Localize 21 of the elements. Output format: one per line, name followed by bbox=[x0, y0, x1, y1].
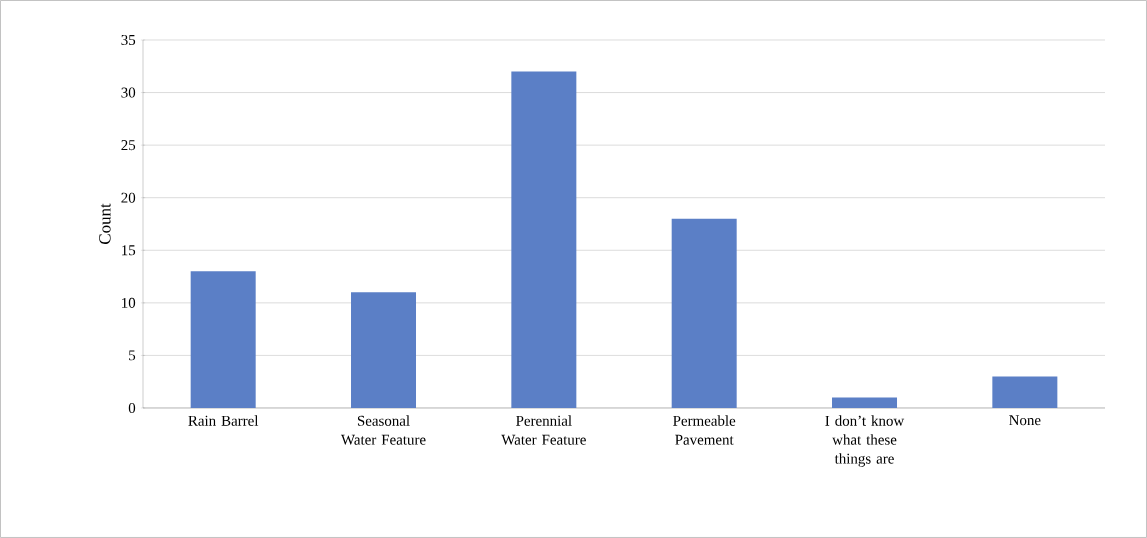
bar bbox=[832, 397, 898, 408]
y-axis-title: Count bbox=[99, 203, 111, 244]
y-tick-label: 35 bbox=[121, 34, 136, 45]
x-tick-label: Rain Barrel bbox=[188, 415, 259, 426]
y-tick-label: 0 bbox=[128, 402, 136, 414]
y-tick-label: 30 bbox=[121, 87, 136, 98]
x-tick-label: None bbox=[1009, 415, 1041, 426]
y-tick-label: 5 bbox=[129, 350, 136, 361]
y-tick-label: 15 bbox=[122, 245, 136, 256]
x-tick-label: Permeable Pavement bbox=[673, 415, 736, 445]
bar bbox=[190, 271, 256, 408]
x-tick-label: Seasonal Water Feature bbox=[340, 415, 426, 445]
bar bbox=[511, 71, 577, 408]
bar bbox=[351, 292, 417, 408]
bar bbox=[671, 218, 737, 408]
y-tick-label: 25 bbox=[121, 140, 136, 151]
x-tick-label: Perennial Water Feature bbox=[501, 415, 586, 445]
y-tick-label: 20 bbox=[121, 192, 136, 203]
x-tick-label: I don’t know what these things are bbox=[825, 415, 905, 467]
y-tick-label: 10 bbox=[122, 297, 136, 308]
bar bbox=[992, 376, 1058, 408]
